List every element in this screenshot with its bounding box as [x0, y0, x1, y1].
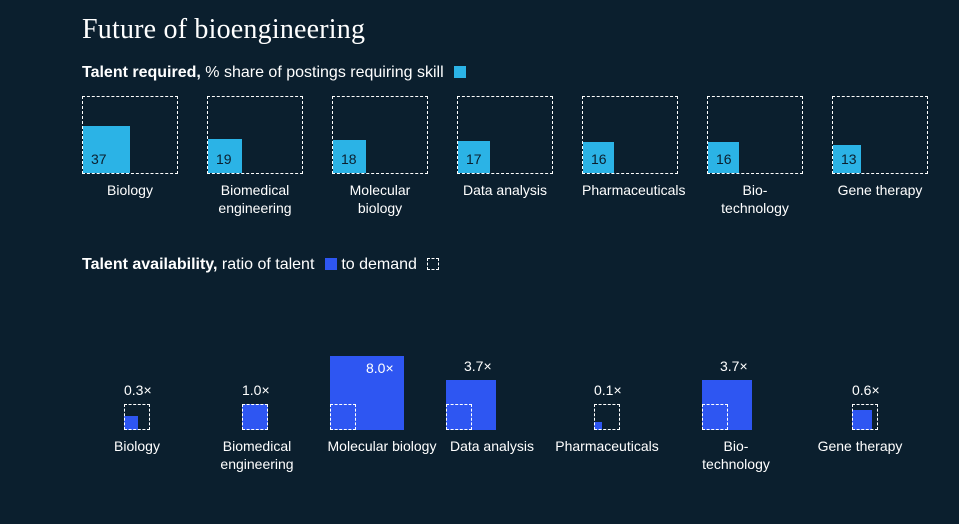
section1-item: 17 Data analysis — [457, 96, 553, 217]
section1-frame: 16 — [582, 96, 678, 174]
section1-value: 19 — [216, 151, 232, 167]
section2-value: 3.7× — [720, 358, 748, 374]
section1-item: 13 Gene therapy — [832, 96, 928, 217]
section1-value: 16 — [716, 151, 732, 167]
section1-frame: 17 — [457, 96, 553, 174]
section2-value: 3.7× — [464, 358, 492, 374]
section1-value: 16 — [591, 151, 607, 167]
section1-frame: 19 — [207, 96, 303, 174]
page-title: Future of bioengineering — [82, 14, 365, 46]
section2-value: 0.6× — [852, 382, 880, 398]
section2-value: 0.3× — [124, 382, 152, 398]
section1-frame: 37 — [82, 96, 178, 174]
section1-value: 37 — [91, 151, 107, 167]
section2-stage: 1.0× — [192, 300, 322, 430]
section2-label: Biomedical engineering — [192, 438, 322, 473]
section2-heading-rest-a: ratio of talent — [217, 256, 314, 273]
section1-item: 37 Biology — [82, 96, 178, 217]
section1-item: 16 Bio- technology — [707, 96, 803, 217]
section2-demand-box — [446, 404, 472, 430]
section1-label: Data analysis — [457, 182, 553, 200]
section1-chart-row: 37 Biology 19 Biomedical engineering 18 Molec… — [82, 96, 928, 217]
section2-item: 0.1× Pharmaceuticals — [542, 300, 672, 473]
section2-demand-box — [594, 404, 620, 430]
section2-value: 1.0× — [242, 382, 270, 398]
section1-label: Molecular biology — [332, 182, 428, 217]
section2-chart-row: 0.3×Biology1.0×Biomedical engineering8.0… — [82, 300, 932, 473]
legend-talent-required-icon — [454, 66, 466, 78]
section2-demand-box — [242, 404, 268, 430]
section2-item: 1.0× Biomedical engineering — [192, 300, 322, 473]
section2-stage: 3.7× — [442, 300, 542, 430]
section2-demand-box — [124, 404, 150, 430]
section2-stage: 0.3× — [82, 300, 192, 430]
section2-label: Pharmaceuticals — [555, 438, 659, 456]
legend-talent-icon — [325, 258, 337, 270]
section2-stage: 8.0× — [322, 300, 442, 430]
section2-value: 0.1× — [594, 382, 622, 398]
section1-heading: Talent required, % share of postings req… — [82, 64, 466, 82]
section2-demand-box — [702, 404, 728, 430]
section1-label: Pharmaceuticals — [582, 182, 678, 200]
section2-item: 3.7× Data analysis — [442, 300, 542, 473]
section2-heading-bold: Talent availability, — [82, 256, 217, 273]
section2-label: Gene therapy — [818, 438, 903, 456]
section1-value: 18 — [341, 151, 357, 167]
section1-value: 17 — [466, 151, 482, 167]
section2-item: 0.6× Gene therapy — [800, 300, 920, 473]
section1-frame: 18 — [332, 96, 428, 174]
section1-heading-bold: Talent required, — [82, 64, 201, 81]
section1-frame: 16 — [707, 96, 803, 174]
section1-label: Gene therapy — [832, 182, 928, 200]
section2-heading-rest-b: to demand — [341, 256, 417, 273]
section2-item: 0.3× Biology — [82, 300, 192, 473]
section2-label: Bio- technology — [702, 438, 770, 473]
section2-heading: Talent availability, ratio of talent to … — [82, 256, 439, 274]
section2-label: Data analysis — [450, 438, 534, 456]
legend-demand-icon — [427, 258, 439, 270]
section2-demand-box — [330, 404, 356, 430]
section2-stage: 0.1× — [542, 300, 672, 430]
section2-stage: 3.7× — [672, 300, 800, 430]
section1-item: 19 Biomedical engineering — [207, 96, 303, 217]
section1-item: 18 Molecular biology — [332, 96, 428, 217]
section2-stage: 0.6× — [800, 300, 920, 430]
section1-item: 16 Pharmaceuticals — [582, 96, 678, 217]
section1-label: Biomedical engineering — [207, 182, 303, 217]
section2-label: Molecular biology — [328, 438, 437, 456]
section2-value: 8.0× — [366, 360, 394, 376]
section2-item: 3.7× Bio- technology — [672, 300, 800, 473]
section2-label: Biology — [114, 438, 160, 456]
section1-label: Bio- technology — [707, 182, 803, 217]
section2-item: 8.0× Molecular biology — [322, 300, 442, 473]
section1-frame: 13 — [832, 96, 928, 174]
section2-demand-box — [852, 404, 878, 430]
section1-heading-rest: % share of postings requiring skill — [201, 64, 444, 81]
section1-label: Biology — [82, 182, 178, 200]
section1-value: 13 — [841, 151, 857, 167]
